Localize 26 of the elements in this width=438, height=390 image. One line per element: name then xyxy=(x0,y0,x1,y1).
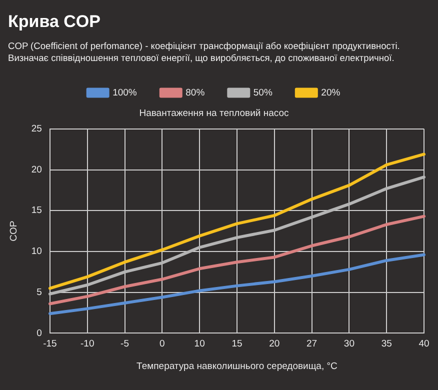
x-tick-label: 35 xyxy=(381,338,392,350)
x-tick-label: -5 xyxy=(120,338,129,350)
y-tick-label: 5 xyxy=(36,286,42,298)
x-tick-label: 30 xyxy=(344,338,354,350)
x-tick-label: 10 xyxy=(194,338,205,350)
y-tick-label: 15 xyxy=(31,205,42,216)
y-tick-label: 0 xyxy=(36,328,42,339)
x-tick-label: -10 xyxy=(80,338,94,350)
x-tick-label: -15 xyxy=(43,338,57,350)
x-axis-title: Температура навколишнього середовища, °C xyxy=(136,360,338,372)
x-tick-label: 15 xyxy=(232,338,242,350)
chart-title: Крива COP xyxy=(8,12,102,32)
y-axis-title: COP xyxy=(8,220,20,242)
x-tick-label: 40 xyxy=(418,338,430,350)
x-tick-label: 27 xyxy=(306,338,318,350)
legend-label: 100% xyxy=(112,87,138,98)
y-tick-label: 10 xyxy=(31,246,42,258)
x-tick-label: 20 xyxy=(269,338,280,350)
y-tick-label: 20 xyxy=(31,164,42,176)
chart-subtitle: COP (Coefficient of perfomance) - коефіцієнт трансформації або коефіцієнт продуктивності. Визначає співвідношення теплової енергії, що виробляється, до споживаної електричної. xyxy=(8,40,401,64)
legend-label: 80% xyxy=(186,87,206,98)
y-tick-label: 25 xyxy=(31,124,42,135)
legend-label: 50% xyxy=(253,87,273,98)
legend-label: 20% xyxy=(321,87,341,98)
x-tick-label: 0 xyxy=(160,338,165,350)
legend-title: Навантаження на тепловий насос xyxy=(139,108,290,119)
